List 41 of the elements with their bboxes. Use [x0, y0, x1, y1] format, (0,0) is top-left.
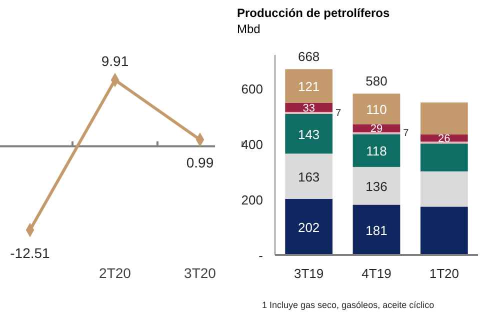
y-tick-label: 200 — [241, 192, 263, 208]
data-label: 29 — [370, 123, 383, 136]
total-label: 580 — [366, 74, 388, 89]
data-label: 181 — [366, 222, 388, 238]
chart-title: Producción de petrolíferos — [237, 6, 390, 20]
data-label: 9.91 — [101, 53, 129, 69]
data-label: 136 — [366, 178, 388, 194]
y-tick-label: 600 — [241, 81, 263, 96]
y-tick-label: - — [258, 248, 263, 263]
text: 1 Incluye gas seco, gasóleos, aceite cíclico — [262, 300, 434, 310]
data-label: 163 — [298, 169, 320, 184]
data-label: 7 — [403, 128, 410, 140]
bar — [420, 206, 468, 255]
x-tick-label: 3T20 — [184, 265, 216, 281]
chart-subtitle: Mbd — [237, 22, 260, 36]
bar — [285, 154, 333, 199]
data-label: 118 — [366, 144, 387, 159]
bar — [420, 102, 468, 134]
data-label: 33 — [302, 102, 315, 114]
data-label: 7 — [336, 108, 342, 119]
bar — [420, 171, 468, 207]
x-tick-label: 3T19 — [294, 266, 324, 281]
bar — [352, 94, 400, 124]
data-label: 202 — [298, 220, 320, 235]
bar — [420, 144, 468, 172]
data-label: 143 — [298, 126, 320, 142]
bar — [352, 134, 400, 167]
bar — [285, 69, 333, 103]
bar — [285, 198, 333, 255]
y-tick-label: 400 — [241, 136, 263, 152]
bar — [352, 166, 400, 205]
x-tick-label: 2T20 — [99, 265, 132, 281]
data-label: 110 — [366, 102, 387, 117]
x-tick-label: 4T19 — [362, 266, 392, 281]
data-label: -12.51 — [10, 245, 50, 261]
x-tick-label: 1T20 — [429, 266, 459, 281]
total-label: 668 — [298, 49, 320, 64]
data-label: 0.99 — [186, 154, 214, 171]
bar — [352, 204, 400, 255]
data-label: 121 — [298, 78, 320, 94]
bar — [285, 114, 333, 154]
